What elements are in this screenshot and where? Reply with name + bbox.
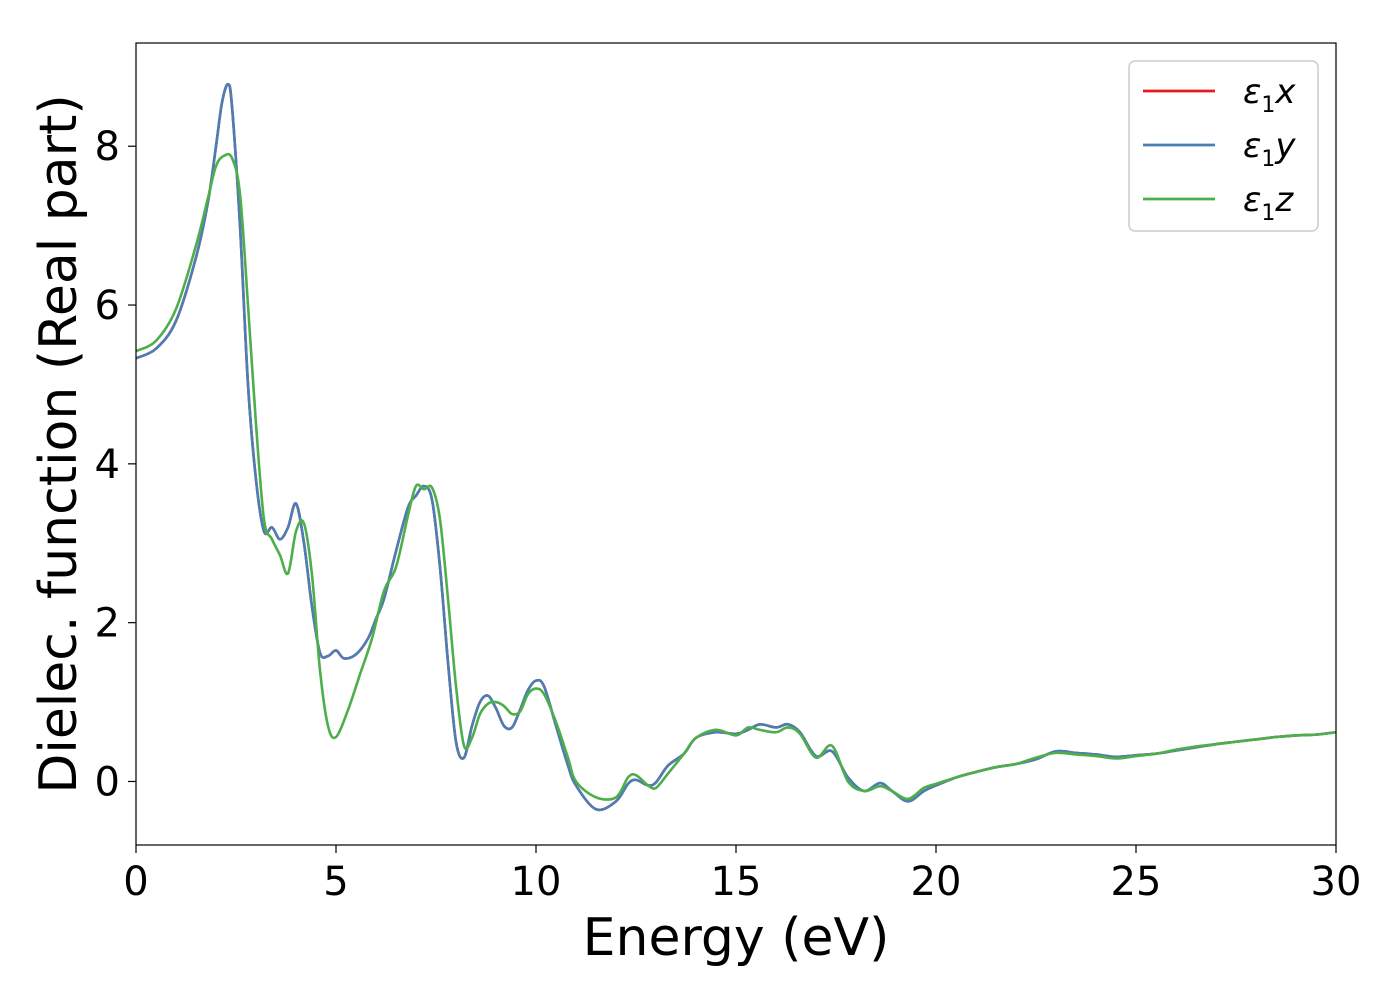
x-axis-title: Energy (eV) [583,908,890,968]
x-tick-label: 0 [123,859,148,905]
legend-box [1128,60,1319,232]
series-layer [136,82,1336,812]
legend-label-x: ε1x [1243,72,1296,118]
y-axis-title: Dielec. function (Real part) [29,94,89,793]
legend: ε1x ε1y ε1z [1128,60,1319,232]
y-tick-label: 2 [95,601,120,647]
legend-label-y: ε1y [1243,126,1296,172]
y-tick-label: 8 [95,124,120,170]
x-tick-label: 25 [1111,859,1162,905]
y-tick-label: 0 [95,759,120,805]
y-tick-label: 6 [95,283,120,329]
ticks-layer: 0 5 10 15 20 25 30 0 2 4 6 8 [95,124,1362,905]
y-tick-label: 4 [95,442,120,488]
x-tick-label: 15 [711,859,762,905]
x-tick-label: 20 [911,859,962,905]
x-tick-label: 10 [511,859,562,905]
legend-label-z: ε1z [1243,180,1294,226]
x-tick-label: 5 [323,859,348,905]
series-line-z [136,152,1336,801]
x-tick-label: 30 [1311,859,1362,905]
